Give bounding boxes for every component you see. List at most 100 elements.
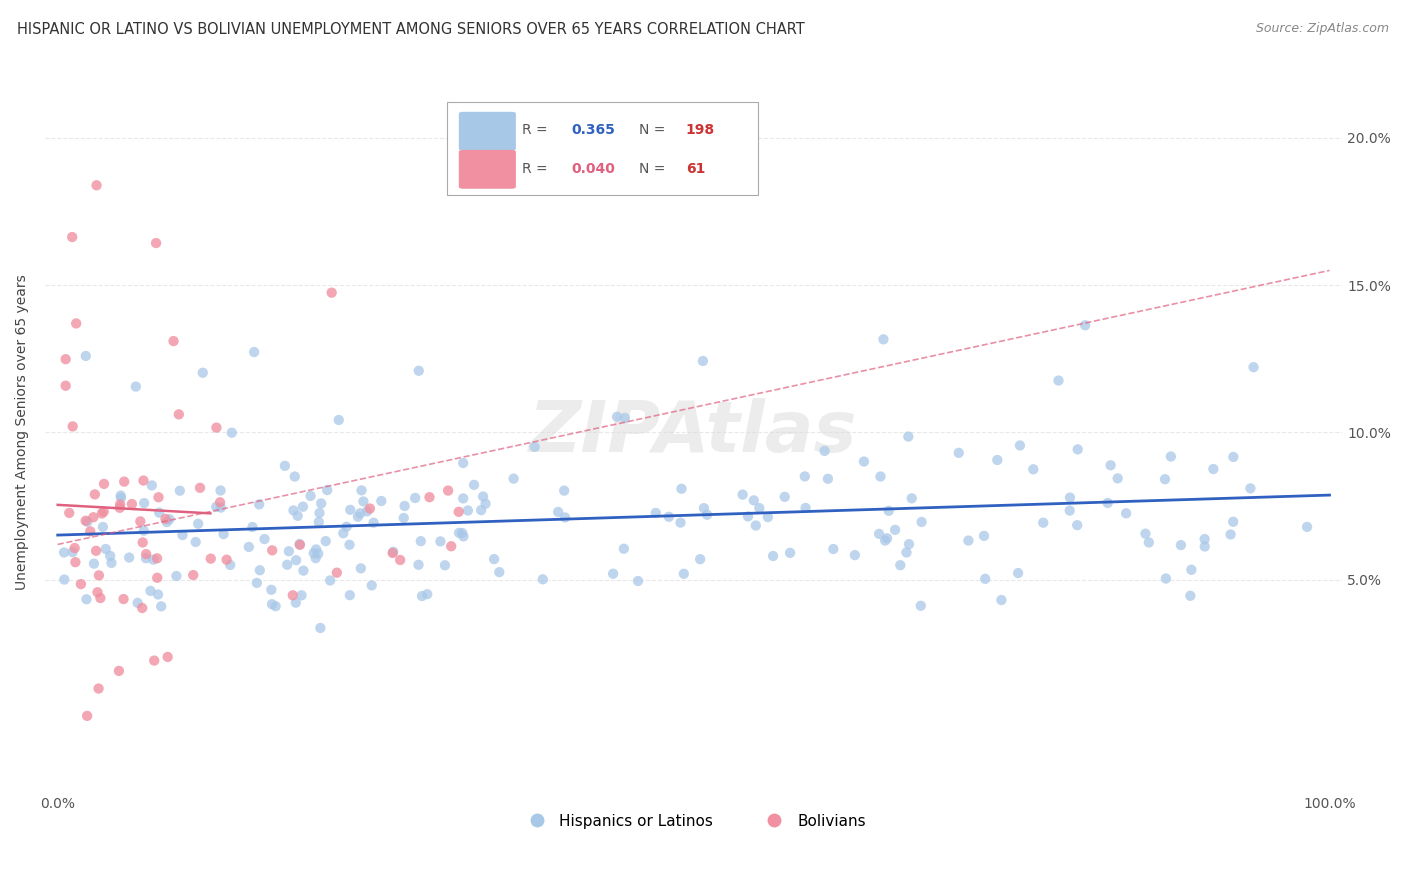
Point — [447, 505, 470, 519]
Point — [817, 472, 839, 486]
Point — [773, 490, 796, 504]
Point — [292, 564, 315, 578]
Point — [1059, 503, 1081, 517]
Text: Source: ZipAtlas.com: Source: ZipAtlas.com — [1256, 22, 1389, 36]
Point — [91, 520, 114, 534]
Point — [260, 582, 283, 597]
Point — [1154, 572, 1177, 586]
Point — [488, 565, 510, 579]
Point — [1097, 496, 1119, 510]
Point — [363, 516, 385, 530]
Point — [451, 491, 474, 506]
Point — [188, 481, 211, 495]
Text: N =: N = — [640, 123, 669, 137]
Point — [86, 178, 108, 193]
Point — [382, 545, 405, 559]
Point — [215, 552, 238, 566]
Point — [347, 509, 370, 524]
Point — [1074, 318, 1097, 333]
Point — [1202, 462, 1225, 476]
Point — [309, 621, 332, 635]
Point — [169, 483, 191, 498]
Point — [416, 587, 439, 601]
Point — [472, 490, 495, 504]
Point — [1154, 472, 1177, 486]
Point — [75, 349, 97, 363]
Point — [875, 533, 897, 548]
Point — [1047, 374, 1070, 388]
Point — [1032, 516, 1054, 530]
Point — [219, 558, 242, 572]
Point — [1222, 515, 1244, 529]
Text: 198: 198 — [686, 123, 716, 137]
Point — [135, 547, 157, 561]
Point — [627, 574, 650, 588]
Point — [370, 494, 392, 508]
Point — [76, 709, 98, 723]
Point — [302, 546, 325, 560]
Point — [184, 535, 207, 549]
Point — [181, 568, 204, 582]
Point — [290, 588, 312, 602]
Point — [131, 601, 153, 615]
Point — [339, 503, 361, 517]
Point — [974, 572, 997, 586]
Point — [89, 591, 111, 605]
Point — [613, 411, 636, 425]
Point — [139, 583, 162, 598]
Point — [238, 540, 260, 554]
Point — [284, 596, 307, 610]
Point — [381, 546, 404, 560]
Point — [352, 494, 374, 508]
Point — [212, 527, 235, 541]
Point — [868, 527, 890, 541]
Point — [142, 552, 165, 566]
Point — [336, 520, 359, 534]
Point — [98, 549, 121, 563]
Legend: Hispanics or Latinos, Bolivians: Hispanics or Latinos, Bolivians — [515, 807, 872, 835]
Point — [547, 505, 569, 519]
Point — [429, 534, 451, 549]
Point — [889, 558, 911, 573]
Point — [339, 538, 361, 552]
Point — [83, 557, 105, 571]
Point — [1022, 462, 1045, 476]
Text: R =: R = — [523, 123, 553, 137]
Point — [1222, 450, 1244, 464]
FancyBboxPatch shape — [447, 102, 758, 195]
Point — [1180, 563, 1202, 577]
Point — [793, 469, 815, 483]
Point — [167, 408, 190, 422]
Point — [869, 469, 891, 483]
Point — [221, 425, 243, 440]
Point — [145, 235, 167, 250]
Point — [910, 515, 932, 529]
Point — [523, 440, 546, 454]
Point — [457, 503, 479, 517]
Point — [474, 497, 496, 511]
Point — [762, 549, 785, 563]
Point — [53, 573, 76, 587]
Point — [453, 529, 475, 543]
Point — [884, 523, 907, 537]
Point — [328, 413, 350, 427]
Point — [1243, 360, 1265, 375]
Point — [247, 497, 270, 511]
Point — [87, 568, 110, 582]
Point — [1194, 532, 1216, 546]
Point — [305, 542, 328, 557]
Point — [108, 497, 131, 511]
Point — [897, 429, 920, 443]
Point — [948, 446, 970, 460]
Point — [307, 547, 329, 561]
Point — [162, 334, 184, 348]
FancyBboxPatch shape — [458, 150, 516, 189]
Point — [823, 542, 845, 557]
Text: 0.040: 0.040 — [572, 162, 616, 177]
Point — [356, 504, 378, 518]
Point — [602, 566, 624, 581]
Point — [249, 563, 271, 577]
Point — [287, 508, 309, 523]
Point — [986, 453, 1008, 467]
Point — [1008, 438, 1031, 452]
